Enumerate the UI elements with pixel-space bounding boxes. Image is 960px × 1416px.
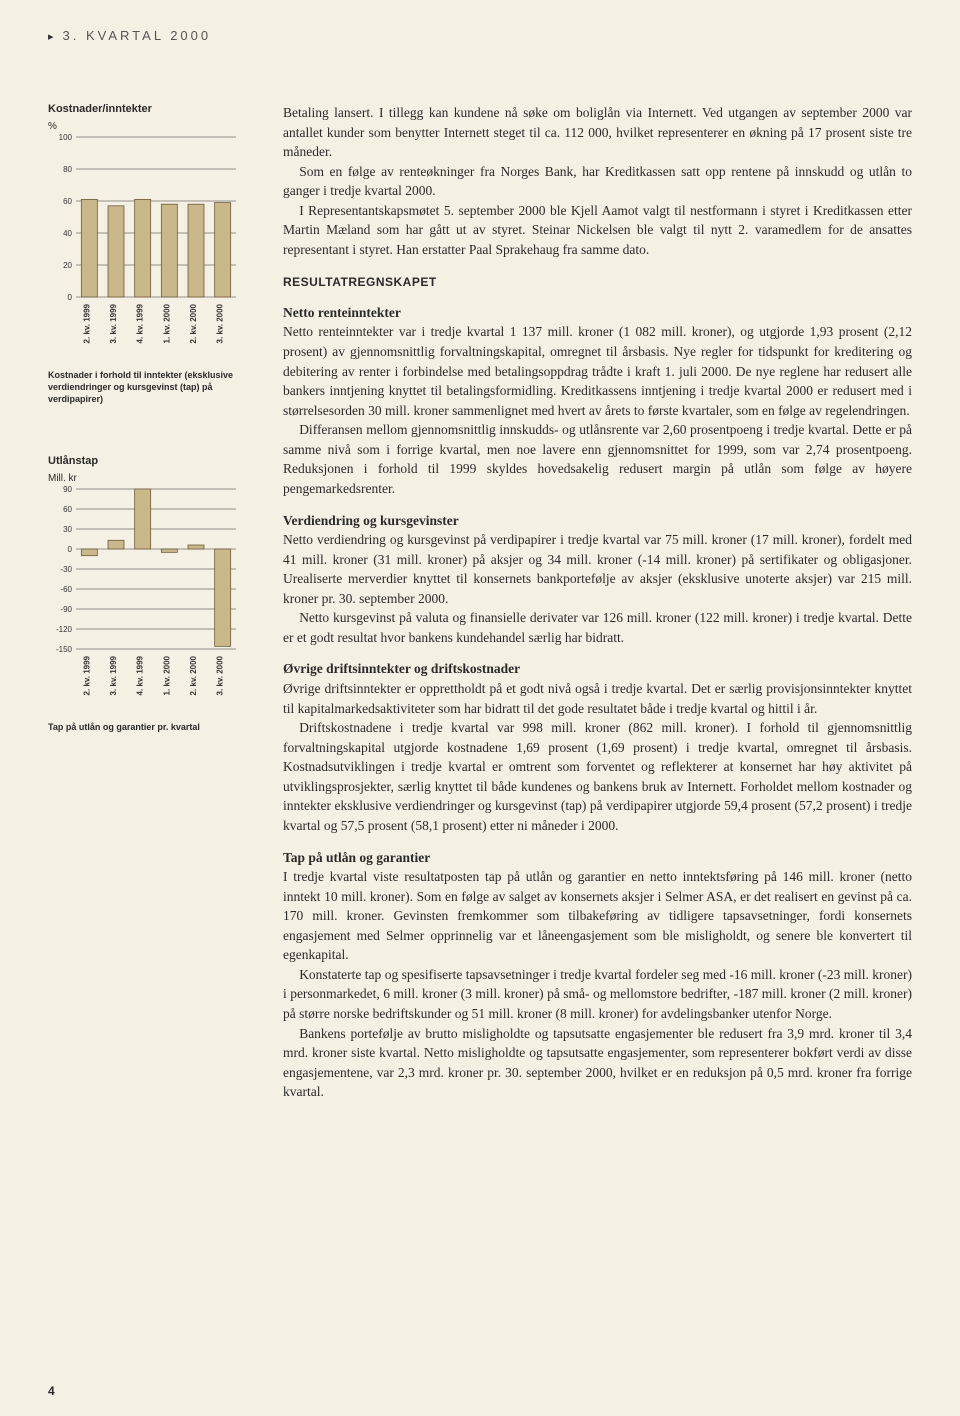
svg-text:60: 60: [63, 197, 72, 206]
svg-text:20: 20: [63, 261, 72, 270]
chart2-unit: Mill. kr: [48, 473, 253, 484]
chart-svg: -150 -120 -90 -60 -30 0 30 60 90 2. kv. 1999 3. kv…: [48, 486, 242, 708]
tap-p3: Bankens portefølje av brutto misligholdt…: [283, 1024, 912, 1102]
chart1: 0 20 40 60 80 100 2. kv. 1999 3. kv. 1999 4. kv.…: [48, 134, 253, 361]
chart2: -150 -120 -90 -60 -30 0 30 60 90 2. kv. 1999 3. kv…: [48, 486, 253, 713]
intro-p3: I Representantskapsmøtet 5. september 20…: [283, 201, 912, 260]
svg-text:100: 100: [59, 134, 73, 142]
svg-text:-120: -120: [56, 625, 73, 634]
chart1-title: Kostnader/inntekter: [48, 103, 253, 115]
svg-text:3. kv. 2000: 3. kv. 2000: [216, 303, 225, 343]
verdi-title: Verdiendring og kursgevinster: [283, 511, 912, 531]
svg-text:-30: -30: [60, 565, 72, 574]
chart2-caption: Tap på utlån og garantier pr. kvartal: [48, 721, 253, 733]
verdi-p2: Netto kursgevinst på valuta og finansiel…: [283, 608, 912, 647]
svg-text:2. kv. 2000: 2. kv. 2000: [189, 303, 198, 343]
svg-text:3. kv. 2000: 3. kv. 2000: [216, 656, 225, 696]
verdi-p1: Netto verdiendring og kursgevinst på ver…: [283, 530, 912, 608]
ovrige-title: Øvrige driftsinntekter og driftskostnade…: [283, 659, 912, 679]
svg-text:-90: -90: [60, 605, 72, 614]
svg-text:3. kv. 1999: 3. kv. 1999: [109, 303, 118, 343]
page-header: 3. KVARTAL 2000: [48, 28, 912, 43]
svg-text:2. kv. 1999: 2. kv. 1999: [82, 303, 91, 343]
svg-text:0: 0: [68, 545, 73, 554]
ovrige-p1: Øvrige driftsinntekter er opprettholdt p…: [283, 679, 912, 718]
svg-text:90: 90: [63, 486, 72, 494]
svg-text:4. kv. 1999: 4. kv. 1999: [136, 303, 145, 343]
svg-text:60: 60: [63, 505, 72, 514]
intro-p2: Som en følge av renteøkninger fra Norges…: [283, 162, 912, 201]
chart2-title: Utlånstap: [48, 455, 253, 467]
svg-text:30: 30: [63, 525, 72, 534]
chart-svg: 0 20 40 60 80 100 2. kv. 1999 3. kv. 1999 4. kv.…: [48, 134, 242, 356]
chart1-caption: Kostnader i forhold til inntekter (ekskl…: [48, 369, 253, 405]
svg-text:2. kv. 2000: 2. kv. 2000: [189, 656, 198, 696]
svg-text:3. kv. 1999: 3. kv. 1999: [109, 656, 118, 696]
tap-title: Tap på utlån og garantier: [283, 848, 912, 868]
svg-text:0: 0: [68, 293, 73, 302]
svg-text:-60: -60: [60, 585, 72, 594]
page-number: 4: [48, 1384, 55, 1398]
svg-text:1. kv. 2000: 1. kv. 2000: [162, 656, 171, 696]
svg-text:-150: -150: [56, 645, 73, 654]
svg-text:2. kv. 1999: 2. kv. 1999: [82, 656, 91, 696]
chart1-unit: %: [48, 121, 253, 132]
resultat-title: RESULTATREGNSKAPET: [283, 274, 912, 291]
svg-text:1. kv. 2000: 1. kv. 2000: [162, 303, 171, 343]
tap-p2: Konstaterte tap og spesifiserte tapsavse…: [283, 965, 912, 1024]
svg-text:40: 40: [63, 229, 72, 238]
netto-p2: Differansen mellom gjennomsnittlig innsk…: [283, 420, 912, 498]
right-column: Betaling lansert. I tillegg kan kundene …: [283, 103, 912, 1102]
netto-title: Netto renteinntekter: [283, 303, 912, 323]
ovrige-p2: Driftskostnadene i tredje kvartal var 99…: [283, 718, 912, 835]
left-column: Kostnader/inntekter % 0 20 40 60 80 100 2. kv.…: [48, 103, 253, 1102]
svg-text:4. kv. 1999: 4. kv. 1999: [136, 656, 145, 696]
intro-p1: Betaling lansert. I tillegg kan kundene …: [283, 103, 912, 162]
svg-text:80: 80: [63, 165, 72, 174]
main-columns: Kostnader/inntekter % 0 20 40 60 80 100 2. kv.…: [48, 103, 912, 1102]
tap-p1: I tredje kvartal viste resultatposten ta…: [283, 867, 912, 965]
netto-p1: Netto renteinntekter var i tredje kvarta…: [283, 322, 912, 420]
